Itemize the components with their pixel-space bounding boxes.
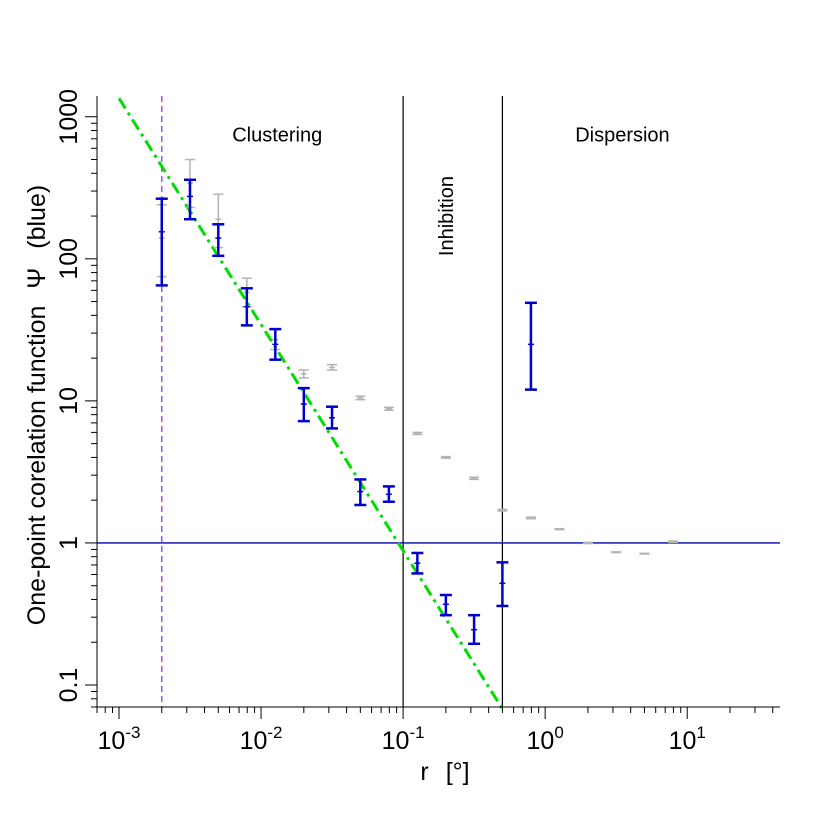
x-tick-base: 10 xyxy=(669,727,697,755)
blue-point-4 xyxy=(269,327,282,361)
x-tick-exponent: -3 xyxy=(125,723,140,742)
x-axis-title: r [°] xyxy=(420,758,469,786)
y-axis-title-main: One-point corelation function xyxy=(23,306,51,626)
x-tick-exponent: 0 xyxy=(554,723,563,742)
grey-point-5 xyxy=(298,369,309,379)
blue-point-6 xyxy=(326,405,339,430)
x-tick-base: 10 xyxy=(527,727,555,755)
grey-point-15 xyxy=(582,541,593,545)
grey-point-7 xyxy=(355,395,366,401)
blue-point-0 xyxy=(155,197,168,287)
region-label-clustering: Clustering xyxy=(232,125,322,147)
x-tick-base: 10 xyxy=(382,727,410,755)
blue-point-1 xyxy=(183,178,196,221)
y-axis-title: One-point corelation function Ψ (blue) xyxy=(23,185,51,625)
grey-point-11 xyxy=(469,476,480,481)
grey-point-14 xyxy=(554,527,565,531)
x-tick-label-4: 101 xyxy=(669,723,706,755)
x-tick-label-0: 10-3 xyxy=(98,723,141,755)
grey-point-9 xyxy=(412,431,423,436)
blue-point-11 xyxy=(468,613,481,646)
blue-point-8 xyxy=(382,485,395,503)
x-tick-label-3: 100 xyxy=(527,723,564,755)
y-axis-title-note: (blue) xyxy=(23,185,51,249)
x-tick-label-2: 10-1 xyxy=(382,723,425,755)
y-axis-title-symbol: Ψ xyxy=(23,268,51,289)
blue-point-3 xyxy=(240,287,253,327)
grey-point-12 xyxy=(497,508,508,512)
blue-point-2 xyxy=(212,223,225,258)
region-label-dispersion: Dispersion xyxy=(575,125,669,147)
x-tick-label-1: 10-2 xyxy=(240,723,283,755)
x-axis-title-main: r xyxy=(420,758,428,786)
y-tick-label-1: 1 xyxy=(55,536,83,550)
x-tick-exponent: 1 xyxy=(696,723,705,742)
region-label-inhibition: Inhibition xyxy=(436,176,458,256)
grey-point-10 xyxy=(440,455,451,459)
blue-point-7 xyxy=(354,478,367,507)
x-axis-title-unit: [°] xyxy=(446,758,470,786)
blue-point-10 xyxy=(439,593,452,617)
data-series xyxy=(155,158,678,646)
y-tick-label-4: 1000 xyxy=(55,89,83,145)
grey-point-13 xyxy=(525,516,536,520)
x-tick-exponent: -2 xyxy=(267,723,282,742)
grey-point-8 xyxy=(383,406,394,411)
axes xyxy=(96,96,780,708)
x-tick-base: 10 xyxy=(98,727,126,755)
blue-point-12 xyxy=(496,561,509,608)
grey-point-17 xyxy=(639,552,650,555)
grey-point-16 xyxy=(611,551,622,554)
blue-point-9 xyxy=(411,551,424,575)
grey-point-18 xyxy=(667,540,678,544)
y-tick-label-3: 100 xyxy=(55,238,83,280)
region-labels: Clustering Inhibition Dispersion xyxy=(232,125,669,257)
x-tick-exponent: -1 xyxy=(409,723,424,742)
y-tick-label-2: 10 xyxy=(55,387,83,415)
x-tick-base: 10 xyxy=(240,727,268,755)
fit-line xyxy=(117,97,504,710)
blue-point-5 xyxy=(297,386,310,423)
y-tick-label-0: 0.1 xyxy=(55,668,83,703)
grey-point-6 xyxy=(327,363,338,371)
blue-point-13 xyxy=(524,301,537,391)
